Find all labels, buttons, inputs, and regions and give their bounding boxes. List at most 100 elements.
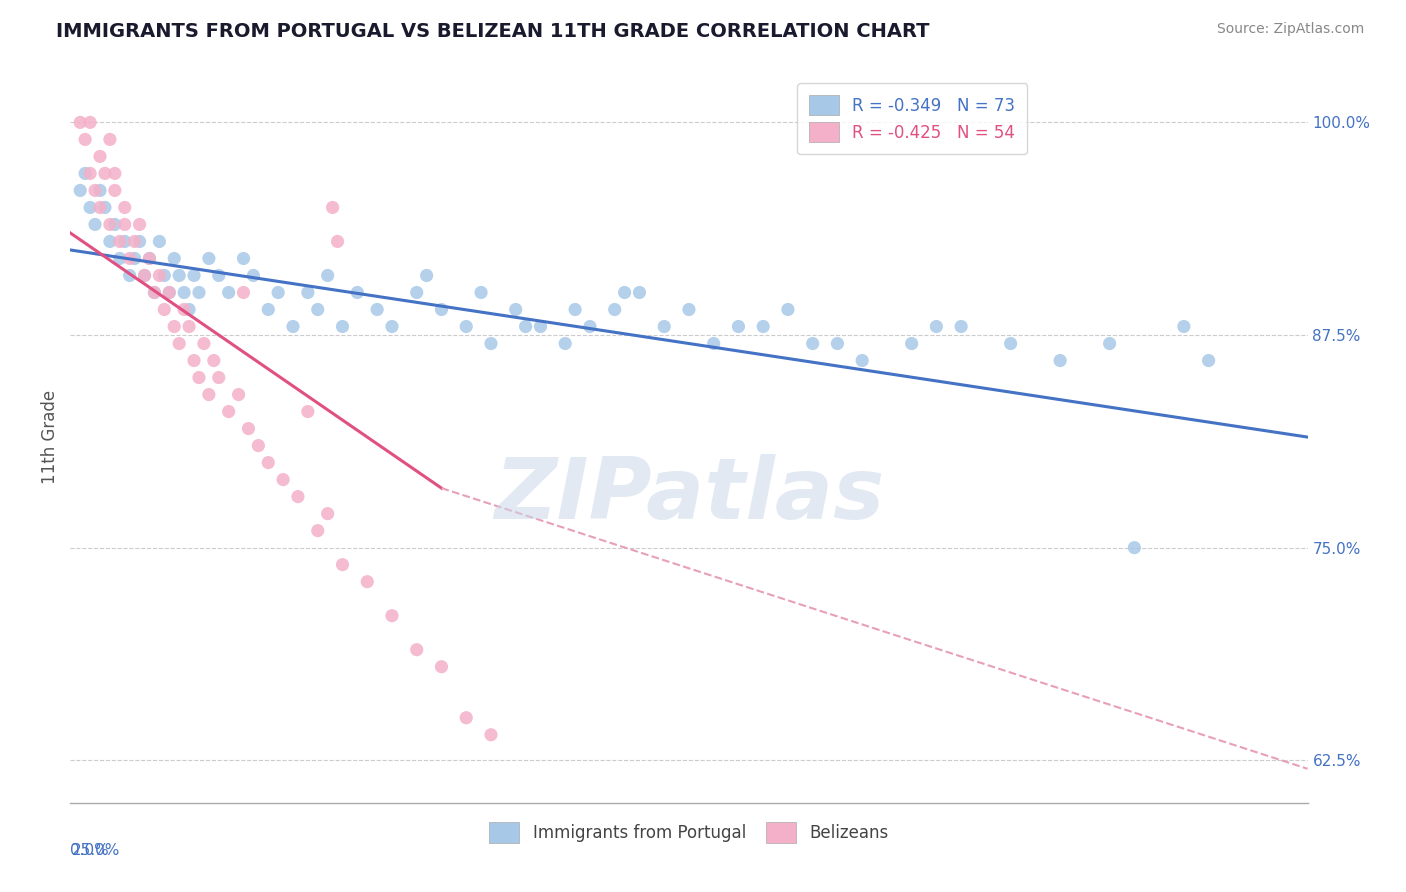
Point (801, 336, 824, 351)
Point (515, 319, 537, 334)
Point (75, 132, 97, 146)
Point (89, 183, 111, 197)
Point (134, 268, 156, 283)
Point (1098, 336, 1121, 351)
Point (148, 235, 170, 249)
Text: 25.0%: 25.0% (72, 843, 120, 858)
Point (307, 524, 329, 538)
Point (218, 404, 240, 418)
Point (89, 149, 111, 163)
Text: Source: ZipAtlas.com: Source: ZipAtlas.com (1216, 22, 1364, 37)
Point (238, 421, 260, 435)
Point (143, 285, 166, 300)
Point (94, 201, 117, 215)
Legend: Immigrants from Portugal, Belizeans: Immigrants from Portugal, Belizeans (482, 815, 896, 849)
Point (851, 353, 873, 368)
Point (202, 353, 225, 368)
Point (247, 439, 270, 453)
Point (727, 319, 749, 334)
Point (208, 268, 231, 283)
Point (69, 115, 91, 129)
Point (297, 404, 319, 418)
Point (628, 285, 651, 300)
Point (554, 336, 576, 351)
Point (603, 302, 626, 317)
Point (332, 319, 354, 334)
Point (356, 574, 378, 589)
Point (167, 268, 190, 283)
Point (232, 285, 254, 300)
Point (381, 319, 404, 334)
Point (128, 218, 150, 232)
Point (316, 507, 339, 521)
Point (405, 642, 427, 657)
Point (307, 302, 329, 317)
Point (479, 336, 502, 351)
Point (752, 319, 775, 334)
Point (198, 387, 221, 401)
Point (98, 235, 121, 249)
Point (228, 387, 250, 401)
Point (346, 285, 368, 300)
Point (776, 302, 799, 317)
Point (157, 285, 180, 300)
Point (381, 608, 404, 623)
Point (188, 370, 211, 384)
Point (104, 183, 127, 197)
Point (198, 252, 221, 266)
Point (950, 319, 973, 334)
Point (925, 319, 948, 334)
Point (108, 235, 131, 249)
Point (1000, 336, 1022, 351)
Point (703, 336, 725, 351)
Point (98, 132, 121, 146)
Point (332, 558, 354, 572)
Point (134, 268, 156, 283)
Point (316, 268, 339, 283)
Point (79, 201, 101, 215)
Point (118, 268, 141, 283)
Point (218, 285, 240, 300)
Point (94, 166, 117, 180)
Point (114, 235, 136, 249)
Point (167, 336, 190, 351)
Point (1173, 319, 1195, 334)
Point (297, 285, 319, 300)
Y-axis label: 11th Grade: 11th Grade (41, 390, 59, 484)
Point (148, 268, 170, 283)
Point (84, 218, 107, 232)
Point (470, 285, 492, 300)
Point (415, 268, 437, 283)
Point (456, 711, 478, 725)
Point (108, 252, 131, 266)
Point (177, 302, 200, 317)
Point (652, 319, 675, 334)
Point (430, 659, 453, 673)
Point (75, 166, 97, 180)
Point (366, 302, 388, 317)
Point (183, 268, 205, 283)
Point (456, 319, 478, 334)
Point (1049, 353, 1071, 368)
Point (69, 183, 91, 197)
Point (143, 285, 166, 300)
Point (405, 285, 427, 300)
Point (1123, 541, 1146, 555)
Point (271, 473, 294, 487)
Point (157, 285, 180, 300)
Point (89, 201, 111, 215)
Point (232, 252, 254, 266)
Point (900, 336, 922, 351)
Point (242, 268, 264, 283)
Point (326, 235, 349, 249)
Text: ZIPatlas: ZIPatlas (494, 454, 884, 537)
Point (287, 490, 309, 504)
Point (128, 235, 150, 249)
Point (138, 252, 160, 266)
Point (430, 302, 453, 317)
Point (173, 285, 195, 300)
Point (124, 252, 146, 266)
Point (257, 456, 280, 470)
Point (257, 302, 280, 317)
Point (579, 319, 602, 334)
